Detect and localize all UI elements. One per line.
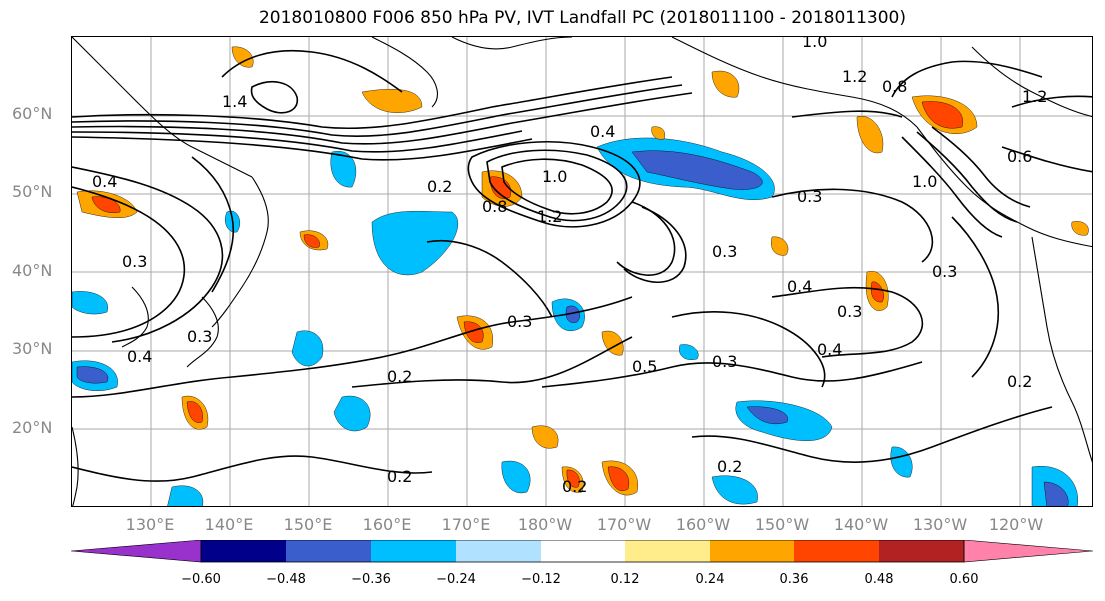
contour-label: 0.4: [590, 122, 615, 141]
colorbar-swatch: [625, 540, 710, 562]
lon-label: 170°E: [441, 515, 491, 534]
contour-label: 0.3: [507, 312, 532, 331]
colorbar-swatch: [794, 540, 879, 562]
lon-label: 180°W: [517, 515, 573, 534]
colorbar-tick-label: 0.24: [695, 572, 725, 587]
contour-label: 0.2: [717, 457, 742, 476]
colorbar-swatch: [963, 540, 1094, 563]
lat-label: 50°N: [12, 182, 53, 201]
contour-label: 0.6: [1007, 147, 1032, 166]
contour-label: 0.3: [122, 252, 147, 271]
colorbar-tick-label: −0.60: [181, 572, 221, 587]
lon-label: 130°W: [912, 515, 968, 534]
contour-label: 0.4: [817, 340, 842, 359]
contour-label: 0.2: [387, 367, 412, 386]
colorbar-tick-label: 0.36: [779, 572, 809, 587]
lon-label: 160°E: [362, 515, 412, 534]
contour-label: 1.2: [537, 207, 562, 226]
contour-label: 0.3: [712, 352, 737, 371]
colorbar-swatch: [879, 540, 964, 562]
contour-label: 0.4: [787, 277, 812, 296]
colorbar-swatch: [371, 540, 456, 562]
lon-label: 160°W: [675, 515, 731, 534]
contour-label: 1.2: [842, 67, 867, 86]
colorbar-swatch: [541, 540, 625, 562]
lon-label: 130°E: [125, 515, 175, 534]
map-canvas: 0.4 0.2 1.0 1.2 0.8 0.3 0.3 0.4 0.3 0.4 …: [72, 37, 1092, 506]
contour-label: 0.2: [387, 467, 412, 486]
contour-label: 1.0: [542, 167, 567, 186]
map-panel: 0.4 0.2 1.0 1.2 0.8 0.3 0.3 0.4 0.3 0.4 …: [71, 36, 1093, 507]
lon-label: 140°E: [204, 515, 254, 534]
colorbar-swatch: [456, 540, 541, 562]
contour-label: 1.0: [802, 37, 827, 51]
lat-label: 60°N: [12, 104, 53, 123]
colorbar-tick-label: 0.60: [949, 572, 979, 587]
map-title: 2018010800 F006 850 hPa PV, IVT Landfall…: [258, 8, 906, 28]
lon-label: 120°W: [988, 515, 1044, 534]
colorbar-swatch: [71, 540, 202, 563]
contour-label: 1.0: [912, 172, 937, 191]
lon-label: 140°W: [833, 515, 889, 534]
contour-label: 1.2: [1022, 87, 1047, 106]
contour-label: 1.4: [222, 92, 247, 111]
contour-label: 0.8: [882, 77, 907, 96]
colorbar-tick-label: −0.36: [351, 572, 391, 587]
colorbar: [71, 540, 1094, 563]
contour-label: 0.5: [632, 357, 657, 376]
lat-label: 30°N: [12, 339, 53, 358]
lon-label: 150°E: [283, 515, 333, 534]
lat-label: 20°N: [12, 418, 53, 437]
lon-label: 150°W: [754, 515, 810, 534]
contour-label: 0.3: [797, 187, 822, 206]
colorbar-tick-label: −0.24: [436, 572, 476, 587]
contour-label: 0.2: [1007, 372, 1032, 391]
contour-label: 0.4: [92, 172, 117, 191]
contour-label: 0.8: [482, 197, 507, 216]
colorbar-tick-label: −0.48: [266, 572, 306, 587]
contour-label: 0.4: [127, 347, 152, 366]
pv-contours: [72, 49, 1092, 482]
coastlines: [72, 37, 1092, 506]
colorbar-swatch: [286, 540, 371, 562]
lat-label: 40°N: [12, 261, 53, 280]
colorbar-swatch: [201, 540, 286, 562]
colorbar-tick-label: 0.48: [864, 572, 894, 587]
colorbar-swatch: [710, 540, 794, 562]
colorbar-tick-label: 0.12: [610, 572, 640, 587]
contour-labels: 0.4 0.2 1.0 1.2 0.8 0.3 0.3 0.4 0.3 0.4 …: [92, 37, 1047, 496]
lon-label: 170°W: [596, 515, 652, 534]
contour-label: 0.3: [187, 327, 212, 346]
contour-label: 0.2: [427, 177, 452, 196]
contour-label: 0.3: [837, 302, 862, 321]
colorbar-tick-label: −0.12: [521, 572, 561, 587]
contour-label: 0.3: [712, 242, 737, 261]
contour-label: 0.2: [562, 477, 587, 496]
contour-label: 0.3: [932, 262, 957, 281]
